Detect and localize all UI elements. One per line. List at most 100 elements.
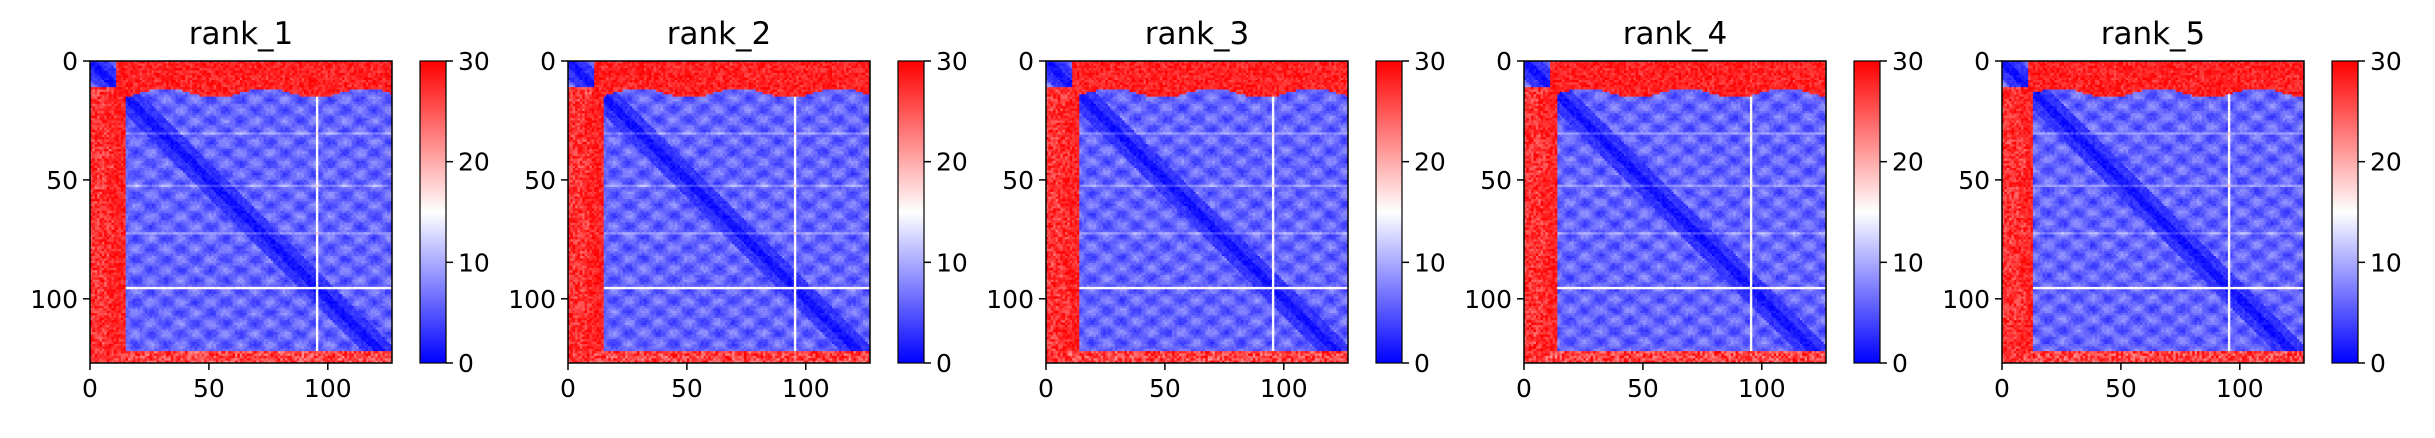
heatmap-cell xyxy=(152,80,155,83)
heatmap-cell xyxy=(216,80,219,83)
heatmap-cell xyxy=(240,92,243,95)
heatmap-cell xyxy=(295,73,298,76)
heatmap-cell xyxy=(356,99,359,102)
heatmap-cell xyxy=(340,97,343,100)
heatmap-cell xyxy=(188,97,191,100)
heatmap-cell xyxy=(373,71,376,74)
heatmap-cell xyxy=(247,82,250,85)
heatmap-cell xyxy=(173,75,176,78)
heatmap-cell xyxy=(223,101,226,104)
heatmap-cell xyxy=(304,97,307,100)
heatmap-cell xyxy=(147,90,150,93)
heatmap-cell xyxy=(366,75,369,78)
heatmap-cell xyxy=(280,71,283,74)
heatmap-cell xyxy=(111,80,114,83)
heatmap-cell xyxy=(354,75,357,78)
heatmap-cell xyxy=(323,80,326,83)
heatmap-cell xyxy=(375,75,378,78)
heatmap-cell xyxy=(164,87,167,90)
heatmap-cell xyxy=(333,90,336,93)
heatmap-cell xyxy=(171,87,174,90)
heatmap-cell xyxy=(328,92,331,95)
heatmap-cell xyxy=(226,73,229,76)
heatmap-cell xyxy=(149,80,152,83)
heatmap-cell xyxy=(378,73,381,76)
heatmap-cell xyxy=(342,63,345,66)
heatmap-cell xyxy=(128,68,131,71)
heatmap-cell xyxy=(142,94,145,97)
heatmap-cell xyxy=(138,92,141,95)
heatmap-cell xyxy=(116,99,119,102)
heatmap-cell xyxy=(192,80,195,83)
heatmap-cell xyxy=(116,75,119,78)
heatmap-cell xyxy=(309,73,312,76)
heatmap-cell xyxy=(275,68,278,71)
heatmap-cell xyxy=(385,85,388,88)
heatmap-cell xyxy=(363,66,366,69)
heatmap-cell xyxy=(195,78,198,81)
heatmap-cell xyxy=(333,71,336,74)
heatmap-cell xyxy=(271,99,274,102)
heatmap-cell xyxy=(180,85,183,88)
heatmap-cell xyxy=(278,87,281,90)
heatmap-cell xyxy=(123,85,126,88)
heatmap-cell xyxy=(142,92,145,95)
heatmap-cell xyxy=(387,66,390,69)
heatmap-cell xyxy=(142,71,145,74)
heatmap-cell xyxy=(254,92,257,95)
heatmap-cell xyxy=(254,101,257,104)
heatmap-cell xyxy=(297,85,300,88)
heatmap-cell xyxy=(309,78,312,81)
heatmap-cell xyxy=(316,73,319,76)
heatmap-cell xyxy=(173,68,176,71)
heatmap-cell xyxy=(228,99,231,102)
heatmap-cell xyxy=(111,101,114,104)
heatmap-cell xyxy=(285,99,288,102)
heatmap-cell xyxy=(114,68,117,71)
heatmap-cell xyxy=(159,87,162,90)
heatmap-cell xyxy=(292,66,295,69)
heatmap-cell xyxy=(178,73,181,76)
heatmap-cell xyxy=(259,71,262,74)
heatmap-cell xyxy=(226,80,229,83)
heatmap-cell xyxy=(171,101,174,104)
heatmap-cell xyxy=(311,101,314,104)
heatmap-cell xyxy=(195,82,198,85)
heatmap-cell xyxy=(161,75,164,78)
heatmap-cell xyxy=(302,94,305,97)
heatmap-cell xyxy=(107,80,110,83)
heatmap-cell xyxy=(157,99,160,102)
heatmap-cell xyxy=(140,63,143,66)
heatmap-cell xyxy=(161,101,164,104)
heatmap-cell xyxy=(325,80,328,83)
heatmap-cell xyxy=(361,99,364,102)
heatmap-cell xyxy=(185,78,188,81)
heatmap-cell xyxy=(92,71,95,74)
heatmap-cell xyxy=(259,66,262,69)
heatmap-cell xyxy=(237,94,240,97)
heatmap-cell xyxy=(378,66,381,69)
heatmap-cell xyxy=(349,78,352,81)
heatmap-cell xyxy=(347,66,350,69)
heatmap-cell xyxy=(299,68,302,71)
heatmap-cell xyxy=(218,80,221,83)
heatmap-cell xyxy=(216,94,219,97)
heatmap-cell xyxy=(371,90,374,93)
heatmap-cell xyxy=(130,68,133,71)
heatmap-cell xyxy=(344,73,347,76)
heatmap-cell xyxy=(92,75,95,78)
heatmap-cell xyxy=(230,73,233,76)
heatmap-cell xyxy=(252,78,255,81)
heatmap-cell xyxy=(192,75,195,78)
heatmap-cell xyxy=(335,90,338,93)
heatmap-cell xyxy=(147,99,150,102)
heatmap-cell xyxy=(256,80,259,83)
heatmap-cell xyxy=(228,80,231,83)
heatmap-cell xyxy=(252,97,255,100)
heatmap-cell xyxy=(235,75,238,78)
heatmap-cell xyxy=(380,78,383,81)
heatmap-cell xyxy=(297,97,300,100)
heatmap-cell xyxy=(354,78,357,81)
heatmap-cell xyxy=(178,94,181,97)
heatmap-cell xyxy=(283,80,286,83)
